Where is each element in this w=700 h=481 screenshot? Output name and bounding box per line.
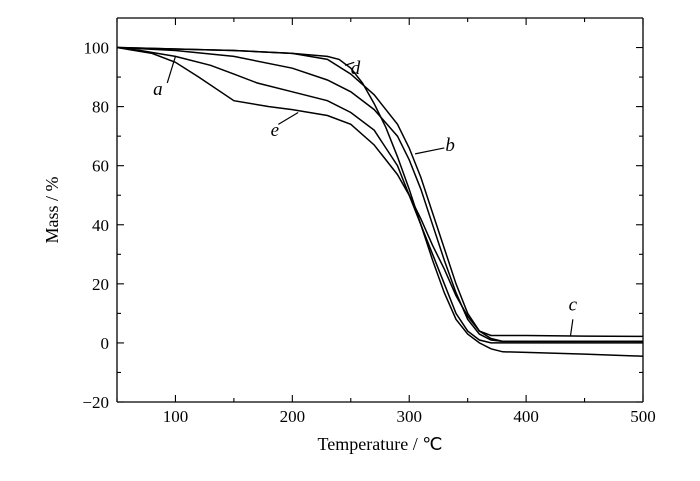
series-line-c bbox=[116, 46, 644, 338]
y-tick-label: 100 bbox=[84, 39, 110, 58]
x-tick-label: 100 bbox=[163, 407, 189, 426]
x-tick-label: 300 bbox=[396, 407, 422, 426]
series-layer bbox=[116, 46, 644, 357]
plot-frame bbox=[116, 17, 644, 403]
x-axis-title: Temperature / ℃ bbox=[318, 434, 443, 454]
curve-label-b: b bbox=[445, 135, 455, 156]
series-line-b bbox=[116, 46, 643, 343]
x-tick-label: 500 bbox=[630, 407, 656, 426]
x-tick-label: 200 bbox=[280, 407, 306, 426]
leader-line-d bbox=[344, 61, 355, 66]
leader-line-e bbox=[278, 112, 299, 125]
series-line-e bbox=[116, 46, 643, 343]
y-tick-label: −20 bbox=[82, 393, 109, 412]
curve-label-a: a bbox=[153, 79, 163, 100]
y-tick-label: 60 bbox=[92, 157, 109, 176]
y-tick-label: 80 bbox=[92, 98, 109, 117]
axis-ticks: 100 200 300 400 500 −20 0 20 40 60 80 100 bbox=[82, 18, 656, 426]
y-tick-label: 0 bbox=[101, 334, 110, 353]
curve-label-d: d bbox=[351, 58, 361, 79]
y-tick-label: 40 bbox=[92, 216, 109, 235]
x-tick-label: 400 bbox=[513, 407, 539, 426]
curve-label-c: c bbox=[569, 294, 578, 315]
series-line-d bbox=[116, 46, 644, 357]
curve-labels: a b c d e bbox=[153, 56, 578, 336]
y-axis-title: Mass / % bbox=[42, 176, 62, 243]
leader-line-c bbox=[569, 319, 574, 336]
y-tick-label: 20 bbox=[92, 275, 109, 294]
curve-label-e: e bbox=[271, 120, 279, 141]
series-line-a bbox=[116, 46, 643, 344]
leader-line-a bbox=[166, 56, 177, 84]
leader-line-b bbox=[414, 147, 445, 155]
